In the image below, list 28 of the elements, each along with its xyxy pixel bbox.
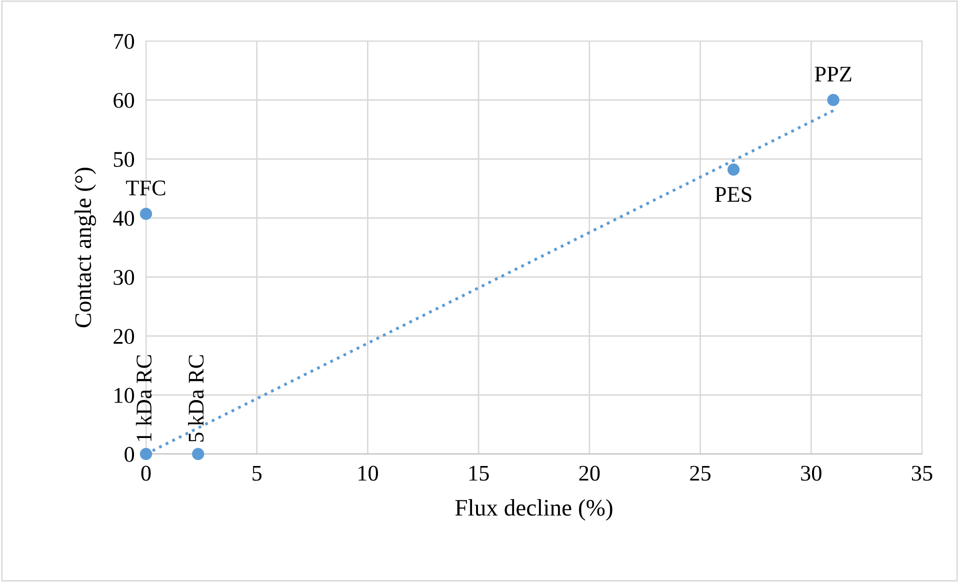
y-tick-label: 30 (114, 270, 134, 285)
x-tick-label: 25 (690, 466, 711, 481)
x-tick-label: 5 (252, 466, 262, 481)
x-tick-label: 20 (579, 466, 600, 481)
annotation: 5 kDa RC (188, 355, 204, 442)
x-tick-label: 15 (469, 466, 489, 481)
point (192, 448, 204, 460)
y-tick-label: 60 (114, 92, 134, 108)
point (827, 94, 840, 106)
x-tick-label: 30 (801, 466, 822, 481)
y-tick-label: 70 (114, 34, 134, 49)
y-tick-label: 50 (114, 152, 134, 167)
point (140, 208, 152, 220)
y-tick-label: 10 (114, 388, 134, 403)
annotation: 1 kDa RC (136, 355, 152, 441)
annotation: PES (715, 186, 752, 202)
point (727, 164, 740, 176)
y-axis-title: Contact angle (°) (74, 168, 96, 328)
y-tick-label: 0 (124, 446, 134, 462)
x-tick-label: 35 (912, 466, 932, 481)
y-tick-label: 40 (113, 210, 134, 226)
annotation: TFC (126, 180, 166, 196)
x-tick-label: 10 (358, 466, 378, 481)
y-tick-label: 20 (114, 328, 134, 344)
x-tick-label: 0 (141, 466, 151, 481)
x-axis-title: Flux decline (%) (455, 499, 612, 521)
point (140, 448, 152, 460)
annotation: PPZ (814, 66, 852, 82)
